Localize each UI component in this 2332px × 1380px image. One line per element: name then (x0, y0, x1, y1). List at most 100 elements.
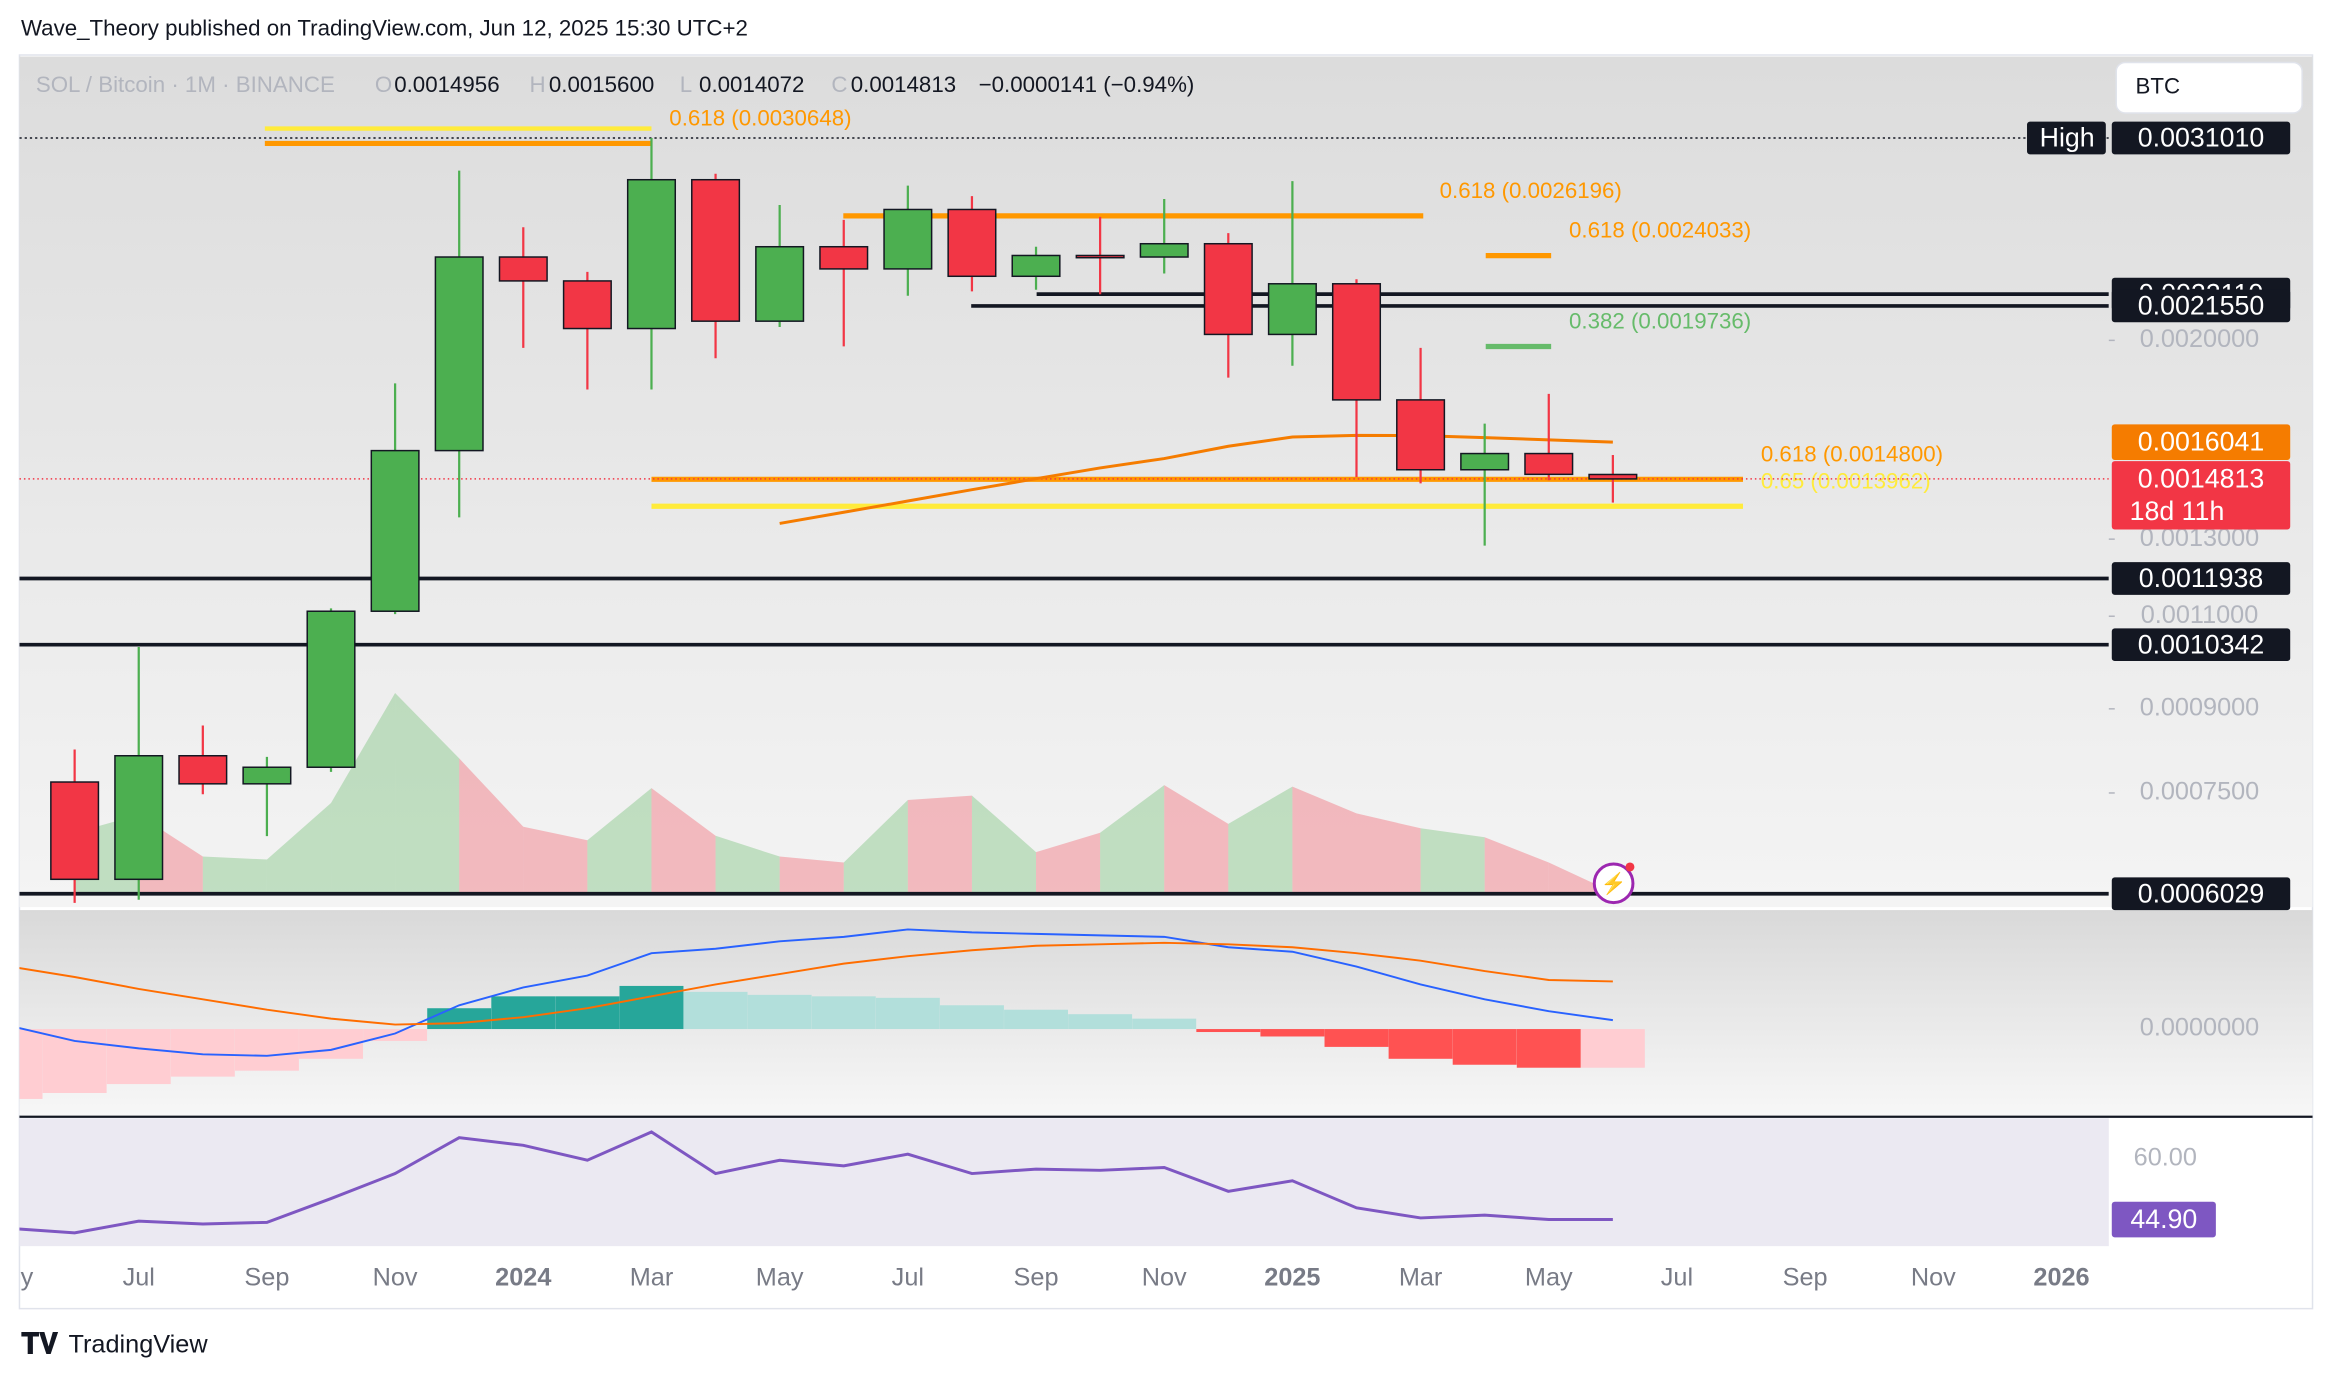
volume-area (1484, 837, 1549, 893)
volume-area (651, 788, 716, 893)
currency-button[interactable] (2115, 61, 2303, 114)
x-tick-label: May (1525, 1264, 1573, 1292)
candle-body (1075, 254, 1125, 259)
last-price-label: 0.0014813 (2138, 463, 2264, 493)
macd-histogram (747, 994, 812, 1030)
macd-histogram (1452, 1029, 1517, 1065)
macd-histogram (363, 1029, 428, 1041)
macd-histogram (1580, 1029, 1645, 1068)
open: 0.0014956 (394, 72, 499, 97)
c-key: C (831, 72, 847, 97)
alert-glyph: ⚡ (1601, 871, 1627, 896)
currency[interactable]: BTC (2136, 74, 2181, 99)
candle-body (306, 610, 356, 768)
candle-body (1267, 283, 1317, 336)
fib-label: 0.618 (0.0014800) (1761, 441, 1943, 466)
macd-pane (19, 910, 2313, 1116)
volume-area (1228, 786, 1293, 893)
candle-body (1331, 283, 1382, 401)
candle-body (50, 781, 100, 881)
volume-area (971, 795, 1037, 893)
level-tag-box (2027, 121, 2106, 155)
volume-area (1420, 828, 1485, 893)
candle-body (819, 245, 869, 270)
volume-area (1036, 832, 1101, 893)
rsi-box (2111, 1201, 2216, 1238)
level-label: 0.0010342 (2138, 629, 2264, 659)
rsi-label: 44.90 (2130, 1204, 2197, 1234)
macd-histogram (1516, 1029, 1581, 1068)
close: 0.0014813 (851, 72, 956, 97)
macd-histogram (811, 996, 876, 1030)
level-label: 0.0021550 (2138, 290, 2264, 320)
plot: 0.618 (0.0030648) 0.618 (0.0026196) 0.618 … (19, 106, 2109, 1235)
l-key: L (680, 72, 692, 97)
volume-area (715, 835, 780, 893)
header-title: Wave_Theory published on TradingView.com… (21, 16, 748, 41)
x-tick-label: Jul (892, 1264, 924, 1292)
volume-area (523, 826, 588, 893)
alert-icon[interactable] (1592, 862, 1635, 905)
brand: TradingView (69, 1330, 209, 1358)
candle-body (1524, 452, 1574, 476)
macd-histogram (1196, 1029, 1261, 1033)
volume-area (202, 856, 267, 893)
moving-average (779, 433, 1613, 525)
candle-body (434, 256, 484, 452)
macd-histogram (683, 991, 748, 1030)
fib-label: 0.618 (0.0030648) (669, 106, 851, 131)
legend: SOL / Bitcoin · 1M · BINANCE O 0.0014956… (36, 72, 1195, 97)
y-tick-label: 0.0020000 (2140, 325, 2259, 353)
candle-body (1460, 452, 1510, 471)
macd-line (19, 941, 1613, 1026)
volume-area (459, 758, 524, 893)
level-box (2111, 628, 2291, 662)
rsi-tick-label: 60.00 (2134, 1143, 2197, 1171)
h-key: H (530, 72, 546, 97)
candle-body (626, 178, 677, 330)
volume-area (779, 856, 844, 893)
macd-tick-label: 0.0000000 (2140, 1014, 2259, 1042)
level-tag: High (2040, 123, 2095, 153)
candle-body (498, 256, 548, 282)
macd-histogram (875, 997, 940, 1030)
volume-area (907, 795, 972, 893)
macd-histogram (1004, 1009, 1069, 1030)
candle-body (1396, 399, 1446, 471)
last-price-box (2111, 461, 2291, 530)
level-box (2111, 289, 2291, 323)
ma-label: 0.0016041 (2138, 427, 2264, 457)
x-tick-label: Mar (1399, 1264, 1443, 1292)
macd-histogram (1068, 1014, 1133, 1030)
candle-body (1203, 242, 1253, 336)
fib-label: 0.618 (0.0024033) (1569, 218, 1751, 243)
x-tick-label: 2025 (1264, 1264, 1320, 1292)
x-tick-label: Jul (1661, 1264, 1693, 1292)
level-label: 0.0031010 (2138, 123, 2264, 153)
candle-body (1011, 254, 1061, 278)
x-tick-label: Nov (1142, 1264, 1187, 1292)
candle-body (755, 245, 805, 322)
fib-label: 0.65 (0.0013962) (1761, 468, 1931, 493)
volume-area (587, 788, 652, 893)
volume-area (266, 803, 332, 893)
volume-area (1292, 786, 1357, 893)
countdown: 18d 11h (2130, 496, 2225, 526)
volume-area (1164, 785, 1229, 893)
macd-histogram (1260, 1029, 1325, 1037)
candle-body (947, 208, 997, 278)
fib-label: 0.382 (0.0019736) (1569, 309, 1751, 334)
macd-histogram (491, 996, 556, 1030)
macd-histogram (19, 1029, 43, 1099)
x-tick-label: Nov (1911, 1264, 1956, 1292)
o-key: O (375, 72, 392, 97)
x-tick-label: Mar (630, 1264, 674, 1292)
volume-area (395, 692, 460, 893)
macd-histogram (427, 1008, 492, 1030)
candle-body (883, 208, 933, 270)
volume-area (1356, 813, 1421, 893)
ma-box (2111, 424, 2291, 461)
volume-area (843, 800, 908, 893)
level-label: 0.0011938 (2139, 563, 2263, 593)
